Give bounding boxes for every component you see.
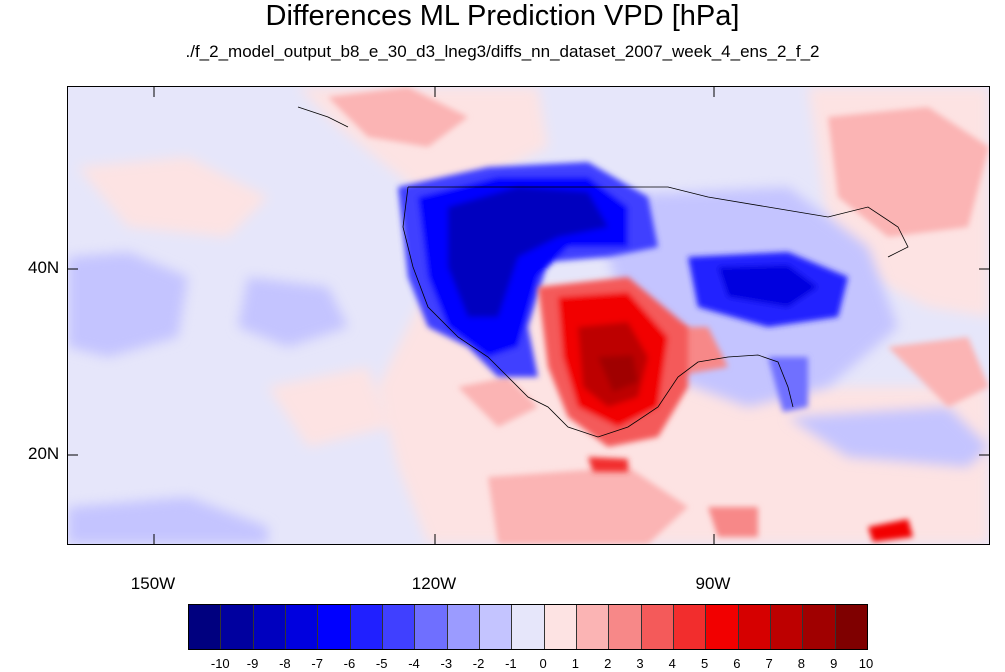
colorbar-label: -3 [440, 656, 453, 671]
colorbar-cell [738, 605, 771, 649]
colorbar-cell [253, 605, 286, 649]
colorbar-label: -7 [311, 656, 323, 671]
colorbar-label: 9 [830, 656, 838, 671]
colorbar-label: 7 [765, 656, 773, 671]
colorbar-cell [479, 605, 513, 649]
colorbar-label: -4 [408, 656, 420, 671]
strong-negative-area-west [398, 162, 848, 412]
colorbar-label: -2 [472, 656, 485, 671]
lat-label-20n: 20N [28, 444, 60, 463]
colorbar-cell [609, 605, 642, 649]
colorbar-cell [835, 605, 867, 649]
colorbar-cell [641, 605, 674, 649]
colorbar [188, 604, 868, 650]
colorbar-cell [285, 605, 319, 649]
colorbar-cell [447, 605, 480, 649]
colorbar-label: -9 [246, 656, 259, 671]
colorbar-cell [544, 605, 577, 649]
colorbar-cell [512, 605, 545, 649]
colorbar-cell [770, 605, 804, 649]
colorbar-cell [803, 605, 836, 649]
colorbar-label: -8 [279, 656, 291, 671]
map-subtitle: ./f_2_model_output_b8_e_30_d3_lneg3/diff… [185, 42, 820, 61]
colorbar-cell [350, 605, 383, 649]
colorbar-label: 6 [733, 656, 741, 671]
country-outlines [297, 106, 909, 438]
colorbar-cell [189, 605, 222, 649]
colorbar-cell [318, 605, 351, 649]
colorbar-label: -1 [505, 656, 517, 671]
colorbar-label: 3 [636, 656, 644, 671]
map-title: Differences ML Prediction VPD [hPa] [265, 0, 740, 32]
anomaly-field [68, 87, 989, 544]
colorbar-label: -6 [343, 656, 356, 671]
colorbar-cell [221, 605, 254, 649]
colorbar-cell [706, 605, 739, 649]
strong-positive-area-south [538, 277, 913, 542]
colorbar-label: 8 [797, 656, 806, 671]
colorbar-label: 10 [858, 656, 874, 671]
lon-label-150w: 150W [130, 574, 176, 593]
lon-label-90w: 90W [695, 574, 731, 593]
colorbar-label: -5 [375, 656, 388, 671]
colorbar-cell [576, 605, 610, 649]
colorbar-cell [673, 605, 707, 649]
colorbar-label: 1 [571, 656, 580, 671]
map-panel [67, 86, 990, 545]
colorbar-cell [382, 605, 416, 649]
colorbar-cell [415, 605, 448, 649]
colorbar-label: -10 [210, 656, 230, 671]
lon-label-120w: 120W [411, 574, 457, 593]
colorbar-label: 2 [604, 656, 612, 671]
colorbar-label: 0 [539, 656, 547, 671]
colorbar-label: 4 [668, 656, 676, 671]
lat-label-40n: 40N [28, 258, 60, 277]
colorbar-label: 5 [700, 656, 709, 671]
map-ticks [68, 87, 989, 544]
